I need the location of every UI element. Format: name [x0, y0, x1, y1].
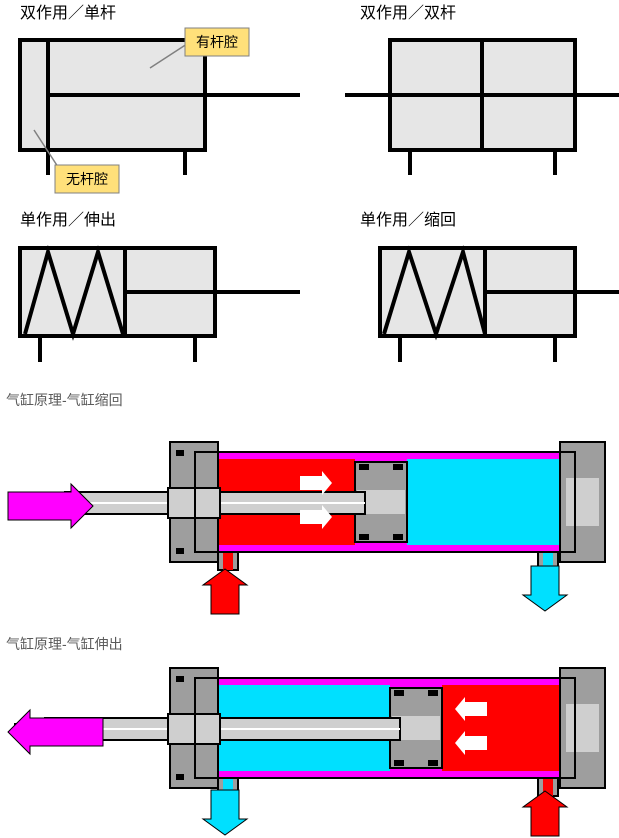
section-title-extend: 气缸原理-气缸伸出 — [6, 634, 619, 654]
section-title-retract: 气缸原理-气缸缩回 — [6, 390, 619, 410]
svg-text:单作用／伸出: 单作用／伸出 — [20, 211, 116, 229]
svg-text:有杆腔: 有杆腔 — [196, 34, 238, 50]
svg-text:无杆腔: 无杆腔 — [66, 171, 108, 187]
cylinder-schematic-symbols: 双作用／单杆有杆腔无杆腔 双作用／双杆单作用／伸出 单作用／缩回 — [0, 0, 619, 380]
cylinder-extend-illustration — [0, 658, 619, 838]
svg-text:单作用／缩回: 单作用／缩回 — [360, 211, 456, 229]
svg-text:双作用／双杆: 双作用／双杆 — [360, 4, 456, 22]
svg-text:双作用／单杆: 双作用／单杆 — [20, 4, 116, 22]
cylinder-retract-illustration — [0, 414, 619, 624]
